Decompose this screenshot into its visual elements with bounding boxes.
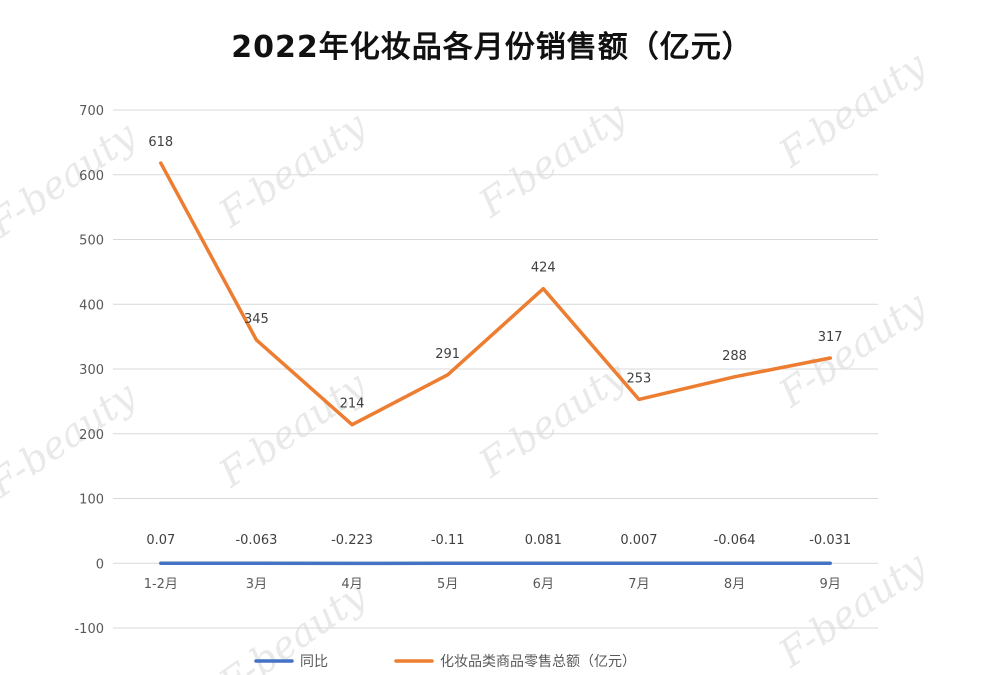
data-label: 345 [244, 312, 269, 327]
gridlines [113, 109, 878, 629]
y-tick-label: 100 [79, 493, 104, 508]
data-label: 214 [340, 397, 365, 412]
series-point [159, 561, 163, 565]
data-label: 253 [627, 371, 652, 386]
data-label: 0.007 [620, 533, 657, 548]
watermark-text: F-beauty [770, 43, 934, 176]
data-label: 424 [531, 261, 556, 276]
data-label: 291 [435, 347, 460, 362]
series-point [637, 397, 641, 401]
series-point [541, 287, 545, 291]
series-point [350, 561, 354, 565]
y-axis-tick-labels: -100 0 100 200 300 400 500 600 700 [74, 104, 104, 637]
x-tick-label: 9月 [820, 577, 841, 592]
data-label: -0.11 [431, 533, 465, 548]
x-tick-label: 7月 [628, 577, 649, 592]
data-label: -0.064 [714, 533, 756, 548]
watermark-text: F-beauty [0, 373, 144, 506]
x-tick-label: 5月 [437, 577, 458, 592]
data-label: -0.063 [235, 533, 277, 548]
series-point [733, 375, 737, 379]
series-point [350, 423, 354, 427]
series-layer [159, 161, 832, 566]
series-point [637, 561, 641, 565]
data-label: 0.07 [146, 533, 175, 548]
x-tick-label: 1-2月 [144, 577, 178, 592]
series-point [254, 561, 258, 565]
x-tick-label: 4月 [341, 577, 362, 592]
y-tick-label: -100 [74, 622, 104, 637]
y-tick-label: 0 [96, 557, 104, 572]
y-tick-label: 200 [79, 428, 104, 443]
data-label: 317 [818, 330, 843, 345]
series-point [446, 373, 450, 377]
x-tick-label: 8月 [724, 577, 745, 592]
legend-label: 同比 [300, 654, 328, 670]
series-point [733, 561, 737, 565]
watermark-text: F-beauty [470, 93, 634, 226]
chart-title: 2022年化妆品各月份销售额（亿元） [231, 30, 753, 65]
watermark-text: F-beauty [210, 103, 374, 236]
data-label: 0.081 [525, 533, 562, 548]
y-tick-label: 400 [79, 298, 104, 313]
y-tick-label: 300 [79, 363, 104, 378]
watermark-text: F-beauty [210, 363, 374, 496]
data-label: 288 [722, 349, 747, 364]
y-tick-label: 700 [79, 104, 104, 119]
legend: 同比 化妆品类商品零售总额（亿元） [254, 654, 636, 670]
watermark-text: F-beauty [470, 353, 634, 486]
series-point [541, 561, 545, 565]
watermark-text: F-beauty [0, 113, 144, 246]
data-labels: 0.07 -0.063 -0.223 -0.11 0.081 0.007 -0.064 -0.… [146, 135, 851, 548]
series-point [159, 161, 163, 165]
data-label: 618 [148, 135, 173, 150]
series-point [446, 561, 450, 565]
x-tick-label: 6月 [533, 577, 554, 592]
data-label: -0.031 [809, 533, 851, 548]
data-label: -0.223 [331, 533, 373, 548]
legend-label: 化妆品类商品零售总额（亿元） [440, 654, 636, 670]
watermark-text: F-beauty [770, 283, 934, 416]
x-axis-tick-labels: 1-2月 3月 4月 5月 6月 7月 8月 9月 [144, 577, 841, 592]
x-tick-label: 3月 [246, 577, 267, 592]
series-line [159, 161, 832, 427]
series-point [828, 356, 832, 360]
series-point [828, 561, 832, 565]
y-tick-label: 600 [79, 169, 104, 184]
y-tick-label: 500 [79, 234, 104, 249]
series-point [254, 338, 258, 342]
